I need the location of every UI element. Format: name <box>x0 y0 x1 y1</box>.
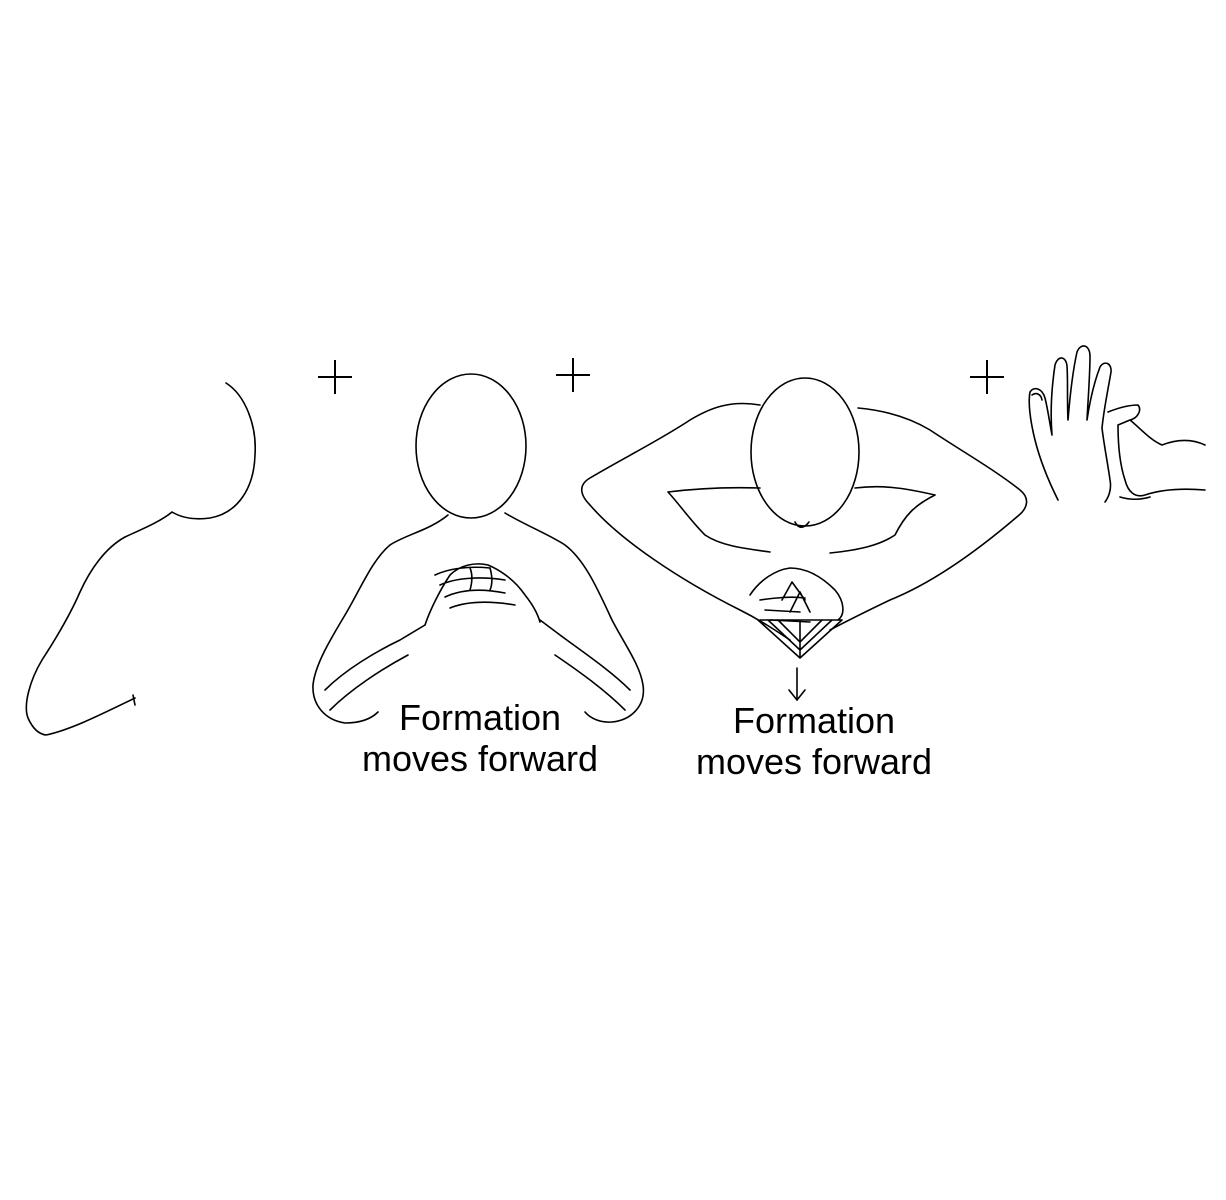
front-left-forearm <box>324 624 426 711</box>
top-view-pyramid <box>757 619 843 659</box>
profile-arm-end <box>132 694 136 706</box>
top-view-head <box>750 377 860 527</box>
caption-formation-2: Formation moves forward <box>664 700 964 782</box>
caption-1-line-2: moves forward <box>361 738 599 779</box>
top-view-shoulders <box>667 485 936 554</box>
plus-sign-2 <box>556 358 590 392</box>
figure-profile-person <box>25 382 256 736</box>
front-body-right <box>504 512 645 723</box>
caption-2-line-1: Formation <box>732 700 896 741</box>
top-view-nose <box>794 521 810 529</box>
figure-front-person <box>312 373 645 724</box>
pointing-hand <box>1107 404 1206 501</box>
caption-formation-1: Formation moves forward <box>330 697 630 779</box>
down-arrow-icon <box>788 667 806 701</box>
profile-head-and-back <box>25 382 256 736</box>
front-hands <box>424 563 541 626</box>
front-right-forearm <box>539 619 631 711</box>
front-body-left <box>312 514 449 724</box>
top-view-arms-outline <box>580 402 1028 641</box>
thumbnail-mark <box>1031 392 1043 401</box>
caption-2-line-2: moves forward <box>695 741 933 782</box>
open-hand <box>1028 345 1112 503</box>
plus-sign-3 <box>970 360 1004 394</box>
front-head <box>415 373 527 519</box>
figure-hands <box>1028 345 1206 503</box>
caption-1-line-1: Formation <box>398 697 562 738</box>
plus-sign-1 <box>318 360 352 394</box>
figure-top-view-person <box>580 377 1028 659</box>
top-view-hands <box>749 567 844 623</box>
